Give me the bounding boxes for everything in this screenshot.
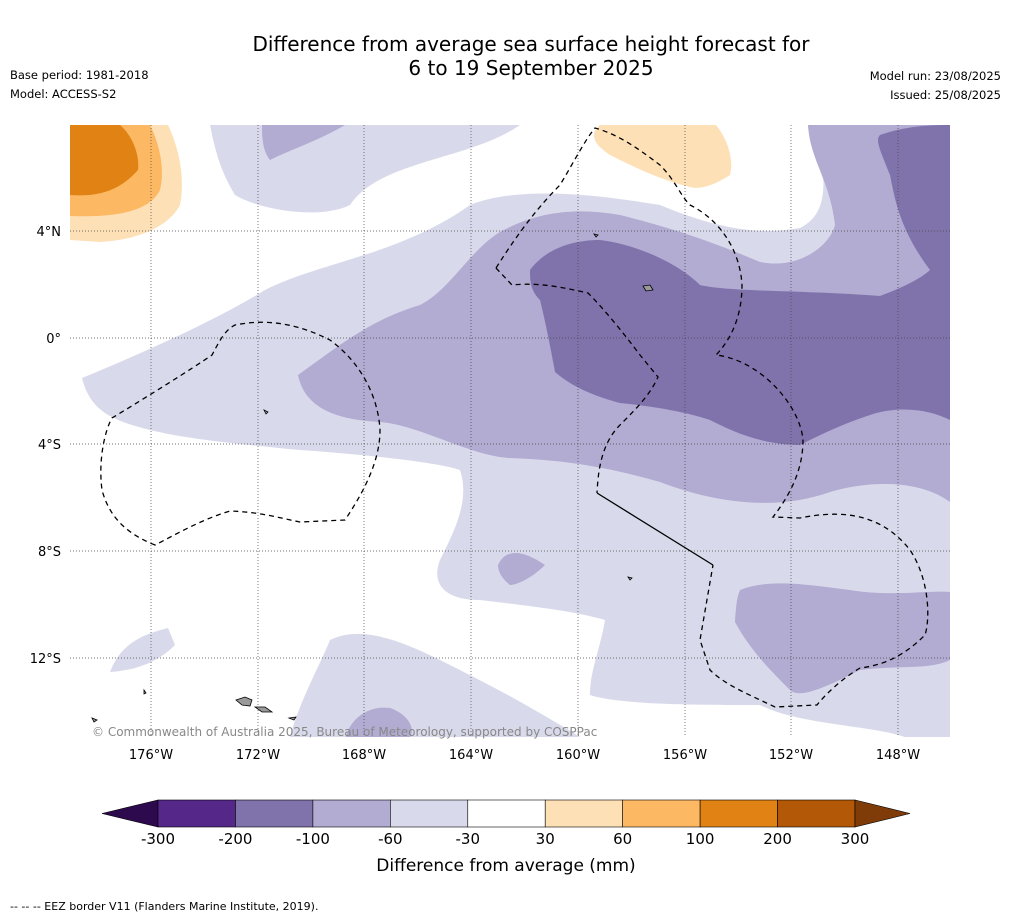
contour-neg60 (262, 125, 345, 160)
contour-neg100 (530, 125, 950, 445)
colorbar-tick-label: 60 (613, 830, 632, 848)
island (143, 688, 147, 695)
colorbar: -300 -200 -100 -60 -30 30 60 100 200 300 Differen… (101, 799, 911, 876)
lat-label: 4°S (38, 438, 61, 453)
graticule (70, 125, 950, 737)
island (263, 409, 269, 415)
eez-border-samoa (100, 321, 381, 546)
island (287, 716, 297, 721)
lon-label: 148°W (876, 748, 920, 763)
colorbar-tick-label: 300 (841, 830, 870, 848)
eez-source-note: -- -- -- EEZ border V11 (Flanders Marine… (10, 900, 319, 913)
colorbar-tick-label: -100 (296, 830, 330, 848)
colorbar-box (235, 799, 314, 828)
colorbar-title: Difference from average (mm) (376, 856, 635, 876)
colorbar-tick-label: 200 (763, 830, 792, 848)
colorbar-extend-high (854, 799, 911, 828)
colorbar-box (544, 799, 623, 828)
lat-label: 8°S (38, 545, 61, 560)
model-info: Base period: 1981-2018 Model: ACCESS-S2 (10, 66, 149, 104)
colorbar-tick-label: 30 (536, 830, 555, 848)
contour-neg30 (290, 633, 580, 737)
colorbar-box (699, 799, 778, 828)
model-name-text: Model: ACCESS-S2 (10, 87, 117, 101)
eez-border-solid (596, 492, 714, 566)
colorbar-box (390, 799, 469, 828)
latitude-labels: 4°N 0° 4°S 8°S 12°S (30, 225, 61, 667)
map-title: Difference from average sea surface heig… (0, 32, 1011, 80)
colorbar-box (467, 799, 546, 828)
eez-borders (100, 127, 929, 708)
contour-neg60 (498, 552, 545, 585)
colorbar-tick-label: 100 (686, 830, 715, 848)
lat-label: 4°N (37, 225, 62, 240)
island (253, 706, 274, 713)
contour-neg60 (346, 707, 412, 737)
copyright-text: © Commonwealth of Australia 2025, Bureau… (92, 725, 597, 739)
colorbar-tick-label: -200 (218, 830, 252, 848)
colorbar-tick-label: -300 (141, 830, 175, 848)
contour-pos100 (70, 125, 139, 196)
contour-neg60 (735, 583, 950, 694)
anomaly-field (70, 125, 950, 737)
colorbar-extend-low (101, 799, 159, 828)
colorbar-box (622, 799, 701, 828)
island (593, 233, 599, 238)
lon-label: 176°W (129, 748, 173, 763)
longitude-labels: 176°W 172°W 168°W 164°W 160°W 156°W 152°… (129, 748, 920, 763)
lon-label: 172°W (236, 748, 280, 763)
lon-label: 160°W (556, 748, 600, 763)
lon-label: 156°W (663, 748, 707, 763)
contour-neg30 (110, 628, 175, 672)
colorbar-box (312, 799, 391, 828)
lat-label: 0° (46, 332, 61, 347)
island (91, 717, 98, 723)
lon-label: 152°W (769, 748, 813, 763)
eez-border-kiribati (495, 127, 929, 708)
lat-label: 12°S (30, 652, 61, 667)
model-run-text: Model run: 23/08/2025 (869, 69, 1001, 83)
island (627, 576, 633, 581)
colorbar-box (777, 799, 856, 828)
island (235, 696, 253, 707)
run-info: Model run: 23/08/2025 Issued: 25/08/2025 (870, 67, 1001, 105)
colorbar-box (157, 799, 236, 828)
colorbar-tick-label: -60 (378, 830, 403, 848)
title-line-2: 6 to 19 September 2025 (408, 56, 654, 80)
contour-pos30 (593, 125, 732, 188)
island (642, 284, 654, 292)
eez-border-tokelau (495, 267, 659, 494)
issued-date-text: Issued: 25/08/2025 (890, 88, 1001, 102)
islands (91, 233, 654, 723)
lon-label: 168°W (342, 748, 386, 763)
colorbar-tick-label: -30 (456, 830, 481, 848)
base-period-text: Base period: 1981-2018 (10, 68, 149, 82)
title-line-1: Difference from average sea surface heig… (252, 32, 810, 56)
lon-label: 164°W (449, 748, 493, 763)
